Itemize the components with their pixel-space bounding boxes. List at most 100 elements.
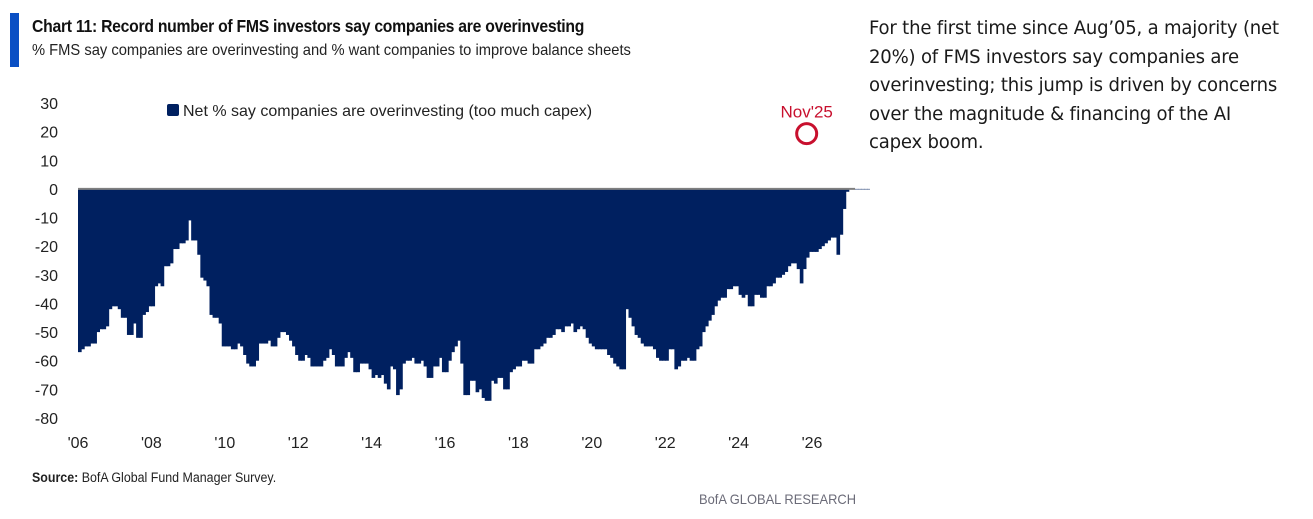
bar — [561, 188, 565, 333]
bar — [328, 188, 333, 350]
bar — [200, 188, 204, 278]
bar — [711, 188, 715, 315]
bar — [212, 188, 217, 318]
bar — [512, 188, 516, 370]
bar — [515, 188, 519, 367]
bar — [643, 188, 648, 347]
bar — [142, 188, 146, 315]
bar — [426, 188, 431, 378]
bar — [812, 188, 816, 252]
commentary-line: capex boom. — [869, 131, 984, 153]
source-note: Source: BofA Global Fund Manager Survey. — [32, 470, 276, 485]
bar — [772, 188, 776, 284]
bar — [472, 188, 477, 381]
bar — [588, 188, 593, 344]
bar — [169, 188, 174, 264]
bar — [717, 188, 721, 301]
bar — [322, 188, 327, 361]
bar — [136, 188, 140, 338]
bar — [399, 188, 403, 390]
bar — [154, 188, 159, 287]
bar — [646, 188, 651, 347]
bar — [460, 188, 464, 364]
bar — [555, 188, 559, 330]
bar — [738, 188, 743, 295]
bar — [576, 188, 581, 330]
bar — [270, 188, 275, 347]
bar — [622, 188, 627, 370]
bar — [191, 188, 195, 241]
bar — [741, 188, 746, 298]
bar — [695, 188, 700, 350]
bar — [729, 188, 734, 290]
bar — [518, 188, 523, 367]
bar — [579, 188, 584, 327]
bar — [405, 188, 409, 361]
bar — [435, 188, 440, 367]
bar — [760, 188, 764, 298]
bar — [221, 188, 226, 347]
bar — [527, 188, 532, 364]
bar — [209, 188, 214, 315]
bar — [802, 188, 807, 270]
bar — [445, 188, 449, 373]
bar — [230, 188, 235, 350]
bar — [778, 188, 783, 278]
bar — [723, 188, 727, 298]
bar — [552, 188, 556, 335]
bar — [628, 188, 633, 318]
bar — [267, 188, 272, 341]
bar — [634, 188, 639, 335]
bar — [276, 188, 281, 338]
bar — [359, 188, 364, 364]
bar — [166, 188, 171, 267]
x-tick-label: '26 — [802, 435, 823, 452]
bar — [594, 188, 599, 350]
bar — [451, 188, 455, 353]
bar — [533, 188, 538, 350]
bar — [677, 188, 682, 367]
bar — [769, 188, 773, 287]
bar — [726, 188, 731, 290]
y-tick-label: -20 — [35, 239, 58, 256]
x-tick-label: '12 — [288, 435, 309, 452]
bar — [120, 188, 125, 318]
bar — [448, 188, 452, 361]
bar — [243, 188, 247, 355]
bar — [408, 188, 412, 361]
bar — [129, 188, 134, 335]
commentary-line: over the magnitude & financing of the AI — [869, 102, 1231, 125]
bar — [585, 188, 590, 338]
bar — [175, 188, 180, 250]
bar — [420, 188, 425, 361]
bar — [496, 188, 501, 378]
x-tick-label: '08 — [141, 435, 162, 452]
bar — [604, 188, 608, 350]
bar — [255, 188, 260, 361]
x-tick-label: '18 — [508, 435, 529, 452]
source-label: Source: — [32, 470, 79, 485]
bar — [319, 188, 324, 367]
bar — [117, 188, 122, 310]
bar — [637, 188, 642, 338]
bar — [362, 188, 367, 364]
bar — [478, 188, 483, 390]
y-tick-label: 0 — [49, 182, 58, 199]
bar — [790, 188, 795, 264]
bar — [463, 188, 468, 396]
bar — [78, 188, 82, 353]
x-tick-label: '20 — [581, 435, 602, 452]
bar — [490, 188, 495, 381]
bar — [503, 188, 507, 390]
bar — [539, 188, 544, 347]
bar — [597, 188, 602, 350]
bar — [714, 188, 718, 307]
bar — [787, 188, 792, 267]
y-tick-label: -50 — [35, 325, 58, 342]
bar — [631, 188, 636, 327]
x-tick-label: '14 — [361, 435, 382, 452]
bar — [307, 188, 312, 358]
bar — [181, 188, 186, 244]
bar — [279, 188, 284, 333]
bar — [371, 188, 376, 378]
